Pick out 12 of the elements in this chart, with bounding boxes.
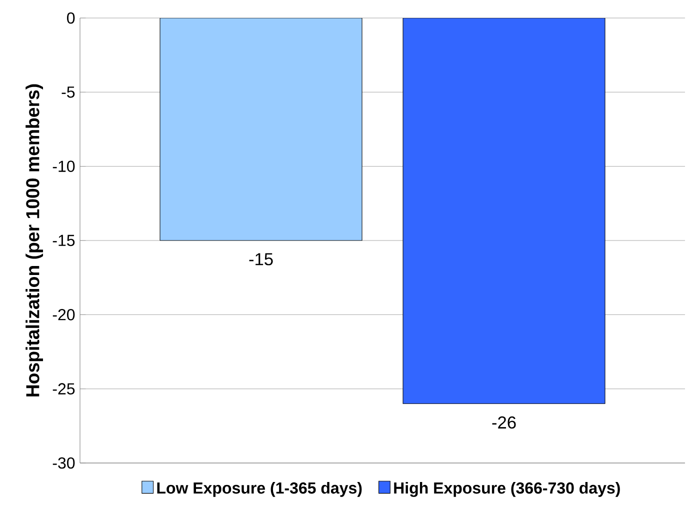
data-label: -26 (492, 416, 516, 429)
y-tick-label: -10 (52, 160, 75, 172)
y-tick-label: -20 (52, 309, 75, 320)
y-tick-label: 0 (67, 12, 75, 24)
legend-label: Low Exposure (1-365 days) (157, 482, 362, 497)
data-label: -15 (249, 253, 273, 266)
y-tick-label: -30 (52, 457, 75, 469)
y-tick-label: -25 (52, 383, 75, 394)
y-tick-label: -15 (52, 234, 75, 246)
y-axis-title: Hospitalization (per 1000 members) (26, 84, 44, 396)
legend-label: High Exposure (366-730 days) (394, 482, 620, 497)
y-tick-label: -5 (62, 86, 75, 98)
